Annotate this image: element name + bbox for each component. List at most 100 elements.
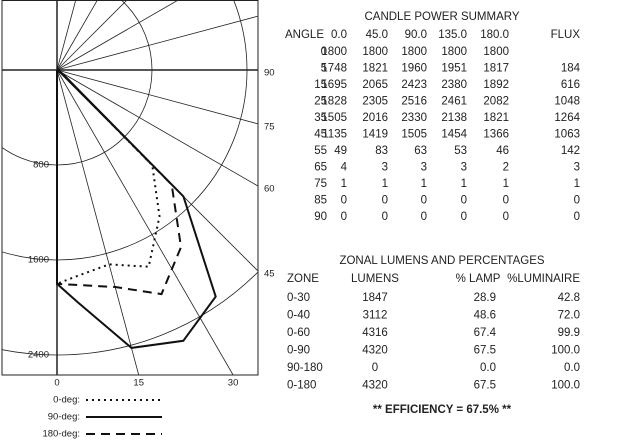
- cp-cell: 2380: [441, 79, 467, 91]
- cp-cell: 5: [321, 63, 327, 75]
- cp-cell: 1821: [362, 63, 388, 75]
- x-label: 30: [228, 378, 239, 389]
- legend-label: 180-deg:: [42, 429, 80, 440]
- zonal-title: ZONAL LUMENS AND PERCENTAGES: [339, 255, 544, 267]
- cp-cell: 1828: [321, 96, 347, 108]
- cp-cell: 65: [314, 162, 327, 174]
- candela-curve: [56, 69, 161, 286]
- cp-cell: 0: [503, 195, 509, 207]
- zonal-cell: 0-180: [287, 380, 316, 392]
- zonal-header: % LAMP: [456, 273, 501, 285]
- cp-cell: 184: [561, 63, 581, 75]
- polar-grid: [2, 0, 258, 375]
- cp-cell: 0: [461, 211, 467, 223]
- zonal-cell: 0-90: [287, 345, 310, 357]
- cp-cell: 1: [421, 178, 427, 190]
- cp-header: 45.0: [366, 29, 388, 41]
- zonal-cell: 0-30: [287, 292, 310, 304]
- cp-cell: 1817: [483, 63, 509, 75]
- cp-cell: 53: [454, 145, 467, 157]
- cp-cell: 0: [382, 195, 388, 207]
- cp-cell: 0: [461, 195, 467, 207]
- cp-header: FLUX: [551, 29, 581, 41]
- cp-cell: 1800: [362, 46, 388, 58]
- cp-cell: 35: [314, 112, 327, 124]
- cp-cell: 0: [421, 211, 427, 223]
- cp-cell: 1: [461, 178, 467, 190]
- candela-curve: [56, 69, 183, 296]
- cp-cell: 2305: [362, 96, 388, 108]
- cp-cell: 1821: [483, 112, 509, 124]
- zonal-cell: 0: [372, 362, 378, 374]
- cp-cell: 2016: [362, 112, 388, 124]
- zonal-cell: 4320: [362, 345, 388, 357]
- ray: [56, 69, 258, 187]
- zonal-cell: 3112: [363, 310, 388, 322]
- cp-cell: 2082: [483, 96, 509, 108]
- zonal-cell: 67.4: [474, 327, 497, 339]
- zonal-header: %LUMINAIRE: [507, 273, 580, 285]
- zonal-header: ZONE: [287, 273, 319, 285]
- cp-cell: 2461: [441, 96, 467, 108]
- cp-cell: 1960: [401, 63, 427, 75]
- cp-cell: 1264: [554, 112, 580, 124]
- cp-cell: 4: [341, 162, 348, 174]
- zonal-cell: 0-40: [287, 310, 310, 322]
- cp-cell: 0: [341, 211, 347, 223]
- efficiency: ** EFFICIENCY = 67.5% **: [373, 404, 512, 416]
- zonal-cell: 100.0: [551, 380, 580, 392]
- angle-label: 90: [264, 68, 275, 79]
- x-label: 15: [133, 378, 144, 389]
- cp-cell: 49: [334, 145, 347, 157]
- cp-header: 0.0: [331, 29, 347, 41]
- cp-cell: 0: [574, 195, 580, 207]
- cp-cell: 0: [382, 211, 388, 223]
- cp-cell: 0: [421, 195, 427, 207]
- cp-cell: 1063: [554, 129, 580, 141]
- cp-cell: 1135: [322, 129, 347, 141]
- cp-cell: 1505: [401, 129, 427, 141]
- angle-label: 75: [264, 121, 275, 132]
- cp-cell: 1695: [321, 79, 347, 91]
- zonal-cell: 0.0: [564, 362, 580, 374]
- cp-cell: 1748: [321, 63, 347, 75]
- angle-label: 45: [264, 269, 275, 280]
- zonal-cell: 90-180: [287, 362, 323, 374]
- cp-cell: 1800: [483, 46, 509, 58]
- cp-cell: 1951: [441, 63, 467, 75]
- zonal-cell: 67.5: [474, 380, 496, 392]
- cp-cell: 1048: [554, 96, 580, 108]
- cp-cell: 0: [321, 46, 327, 58]
- cp-cell: 3: [421, 162, 427, 174]
- zonal-cell: 1847: [362, 292, 388, 304]
- cp-cell: 1419: [362, 129, 388, 141]
- cp-cell: 1: [574, 178, 580, 190]
- zonal-cell: 67.5: [474, 345, 496, 357]
- cp-cell: 0: [574, 211, 580, 223]
- cp-cell: 1800: [321, 46, 347, 58]
- zonal-cell: 48.6: [474, 310, 496, 322]
- zonal-cell: 0-60: [287, 327, 310, 339]
- ray: [56, 69, 140, 375]
- zonal-cell: 72.0: [558, 310, 580, 322]
- zonal-cell: 0.0: [480, 362, 496, 374]
- cp-cell: 55: [314, 145, 327, 157]
- zonal-cell: 28.9: [474, 292, 496, 304]
- cp-cell: 90: [314, 211, 327, 223]
- curves: [56, 69, 217, 349]
- cp-title: CANDLE POWER SUMMARY: [364, 11, 519, 23]
- cp-cell: 1: [341, 178, 347, 190]
- zonal-cell: 99.9: [558, 327, 580, 339]
- cp-cell: 3: [574, 162, 580, 174]
- cp-cell: 15: [314, 79, 327, 91]
- cp-cell: 83: [375, 145, 388, 157]
- zonal-header: LUMENS: [351, 273, 399, 285]
- y-label: 1600: [28, 255, 49, 266]
- cp-cell: 1800: [441, 46, 467, 58]
- cp-header: 180.0: [480, 29, 509, 41]
- cp-cell: 3: [382, 162, 388, 174]
- cp-cell: 616: [561, 79, 580, 91]
- cp-cell: 1: [382, 178, 388, 190]
- cp-cell: 85: [314, 195, 327, 207]
- ray: [56, 69, 234, 375]
